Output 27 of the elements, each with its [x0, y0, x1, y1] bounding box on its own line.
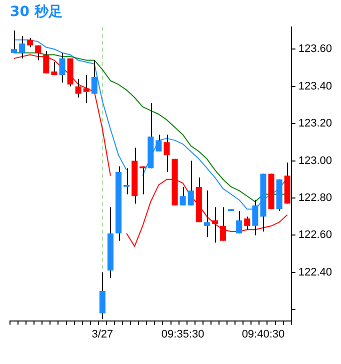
- y-tick-label: 122.80: [298, 192, 332, 204]
- candlestick: [204, 190, 210, 238]
- candlestick: [59, 52, 66, 84]
- chart-title: 30 秒足: [10, 4, 62, 20]
- candlestick: [51, 62, 58, 76]
- y-tick-label: 122.60: [298, 229, 332, 242]
- x-tick-label: 09:40:30: [242, 328, 285, 340]
- candlestick: [220, 206, 226, 242]
- candlestick: [27, 37, 34, 48]
- y-tick-label: 123.40: [298, 80, 332, 92]
- candlestick: [83, 74, 90, 104]
- candlestick: [236, 210, 242, 234]
- candlestick: [91, 60, 98, 94]
- candlestick: [212, 206, 218, 244]
- x-tick-label: 09:35:30: [161, 328, 204, 340]
- y-tick-label: 122.40: [298, 266, 332, 278]
- y-tick-label: 123.60: [298, 43, 332, 56]
- candlestick: [124, 168, 130, 195]
- candlestick: [244, 216, 250, 230]
- candlestick: [164, 134, 170, 172]
- candlestick: [156, 134, 162, 152]
- x-tick-label: 3/27: [92, 328, 114, 340]
- y-tick-label: 123.20: [298, 118, 332, 130]
- candlestick: [180, 186, 186, 206]
- y-tick-label: 123.00: [298, 154, 332, 167]
- candlestick: [188, 160, 194, 206]
- candlestick: [75, 78, 82, 98]
